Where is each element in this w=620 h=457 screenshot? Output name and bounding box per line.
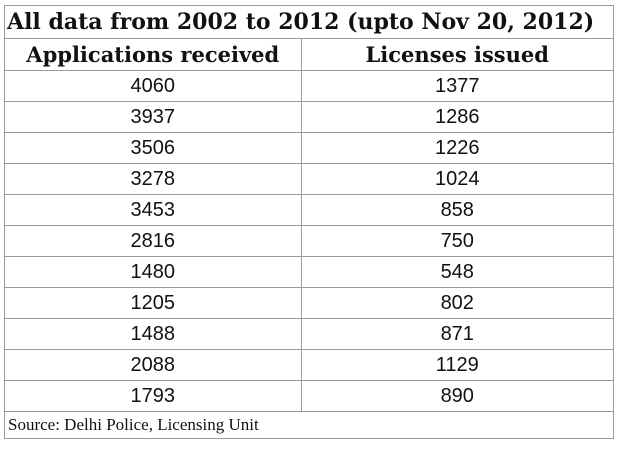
table-row: 2088 1129 <box>5 349 613 381</box>
column-header-applications: Applications received <box>5 39 301 71</box>
table-row: 1205 802 <box>5 287 613 319</box>
applications-cell: 3278 <box>5 163 301 195</box>
licenses-cell: 858 <box>300 194 613 226</box>
applications-cell: 3453 <box>5 194 301 226</box>
column-header-licenses: Licenses issued <box>300 39 613 71</box>
table-title: All data from 2002 to 2012 (upto Nov 20,… <box>5 6 613 39</box>
licenses-cell: 1286 <box>300 101 613 133</box>
table-row: 2816 750 <box>5 225 613 257</box>
licenses-cell: 750 <box>300 225 613 257</box>
applications-cell: 4060 <box>5 70 301 102</box>
table-row: 1480 548 <box>5 256 613 288</box>
licenses-cell: 890 <box>300 380 613 412</box>
applications-cell: 2088 <box>5 349 301 381</box>
applications-cell: 2816 <box>5 225 301 257</box>
licenses-cell: 548 <box>300 256 613 288</box>
table-row: 3937 1286 <box>5 101 613 133</box>
table-row: 1488 871 <box>5 318 613 350</box>
source-note: Source: Delhi Police, Licensing Unit <box>8 415 259 434</box>
table-row: 3506 1226 <box>5 132 613 164</box>
licenses-cell: 1377 <box>300 70 613 102</box>
applications-cell: 1480 <box>5 256 301 288</box>
applications-cell: 1488 <box>5 318 301 350</box>
licenses-cell: 1226 <box>300 132 613 164</box>
table-row: 1793 890 <box>5 380 613 412</box>
applications-cell: 3937 <box>5 101 301 133</box>
applications-cell: 1205 <box>5 287 301 319</box>
applications-cell: 3506 <box>5 132 301 164</box>
applications-cell: 1793 <box>5 380 301 412</box>
licenses-cell: 1129 <box>300 349 613 381</box>
licenses-cell: 802 <box>300 287 613 319</box>
data-table-frame: All data from 2002 to 2012 (upto Nov 20,… <box>4 5 614 439</box>
table-row: 4060 1377 <box>5 70 613 102</box>
table-row: 3453 858 <box>5 194 613 226</box>
licenses-cell: 1024 <box>300 163 613 195</box>
licenses-cell: 871 <box>300 318 613 350</box>
table-row: 3278 1024 <box>5 163 613 195</box>
header-row: Applications received Licenses issued <box>5 39 613 71</box>
data-table: Applications received Licenses issued 40… <box>5 39 613 412</box>
